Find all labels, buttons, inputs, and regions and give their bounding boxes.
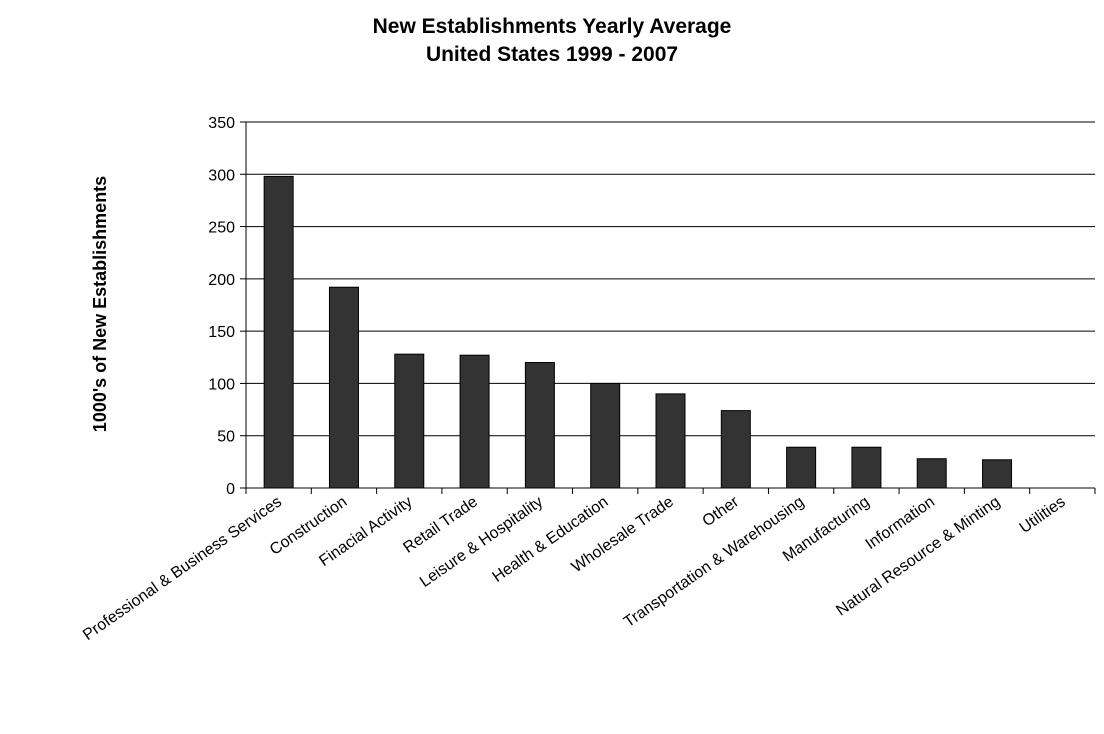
bar-3 xyxy=(394,353,425,489)
bar-12 xyxy=(982,459,1013,489)
bar-6 xyxy=(590,382,621,489)
y-tick-label: 350 xyxy=(208,115,235,132)
gridlines xyxy=(246,121,1095,437)
bar-11 xyxy=(916,458,947,489)
y-tick-label: 50 xyxy=(217,429,235,446)
y-tick-label: 150 xyxy=(208,324,235,341)
x-category-label: Leisure & Hospitality xyxy=(417,493,546,591)
x-axis xyxy=(245,122,1096,494)
bar-7 xyxy=(655,393,686,489)
bar-5 xyxy=(524,362,555,489)
bar-10 xyxy=(851,446,882,489)
category-labels: Professional & Business ServicesConstruc… xyxy=(80,493,1069,644)
chart-subtitle: United States 1999 - 2007 xyxy=(426,43,678,66)
bar-4 xyxy=(459,354,490,489)
x-category-label: Health & Education xyxy=(490,493,612,585)
x-category-label: Utilities xyxy=(1017,493,1069,537)
chart-title: New Establishments Yearly Average xyxy=(373,15,732,38)
y-tick-label: 200 xyxy=(208,272,235,289)
bar-2 xyxy=(328,286,359,489)
y-tick-label: 0 xyxy=(226,481,235,498)
y-tick-label: 100 xyxy=(208,376,235,393)
bar-9 xyxy=(786,446,817,489)
y-tick-label: 300 xyxy=(208,167,235,184)
bar-1 xyxy=(263,175,294,489)
y-axis-ticks: 0 50 100 150 200 250 300 350 xyxy=(208,115,246,498)
bar-8 xyxy=(720,410,751,489)
x-category-label: Other xyxy=(700,493,743,530)
y-tick-label: 250 xyxy=(208,220,235,237)
x-category-label: Professional & Business Services xyxy=(80,493,285,644)
bars xyxy=(263,175,1013,489)
y-axis-label: 1000's of New Establishments xyxy=(90,176,110,432)
